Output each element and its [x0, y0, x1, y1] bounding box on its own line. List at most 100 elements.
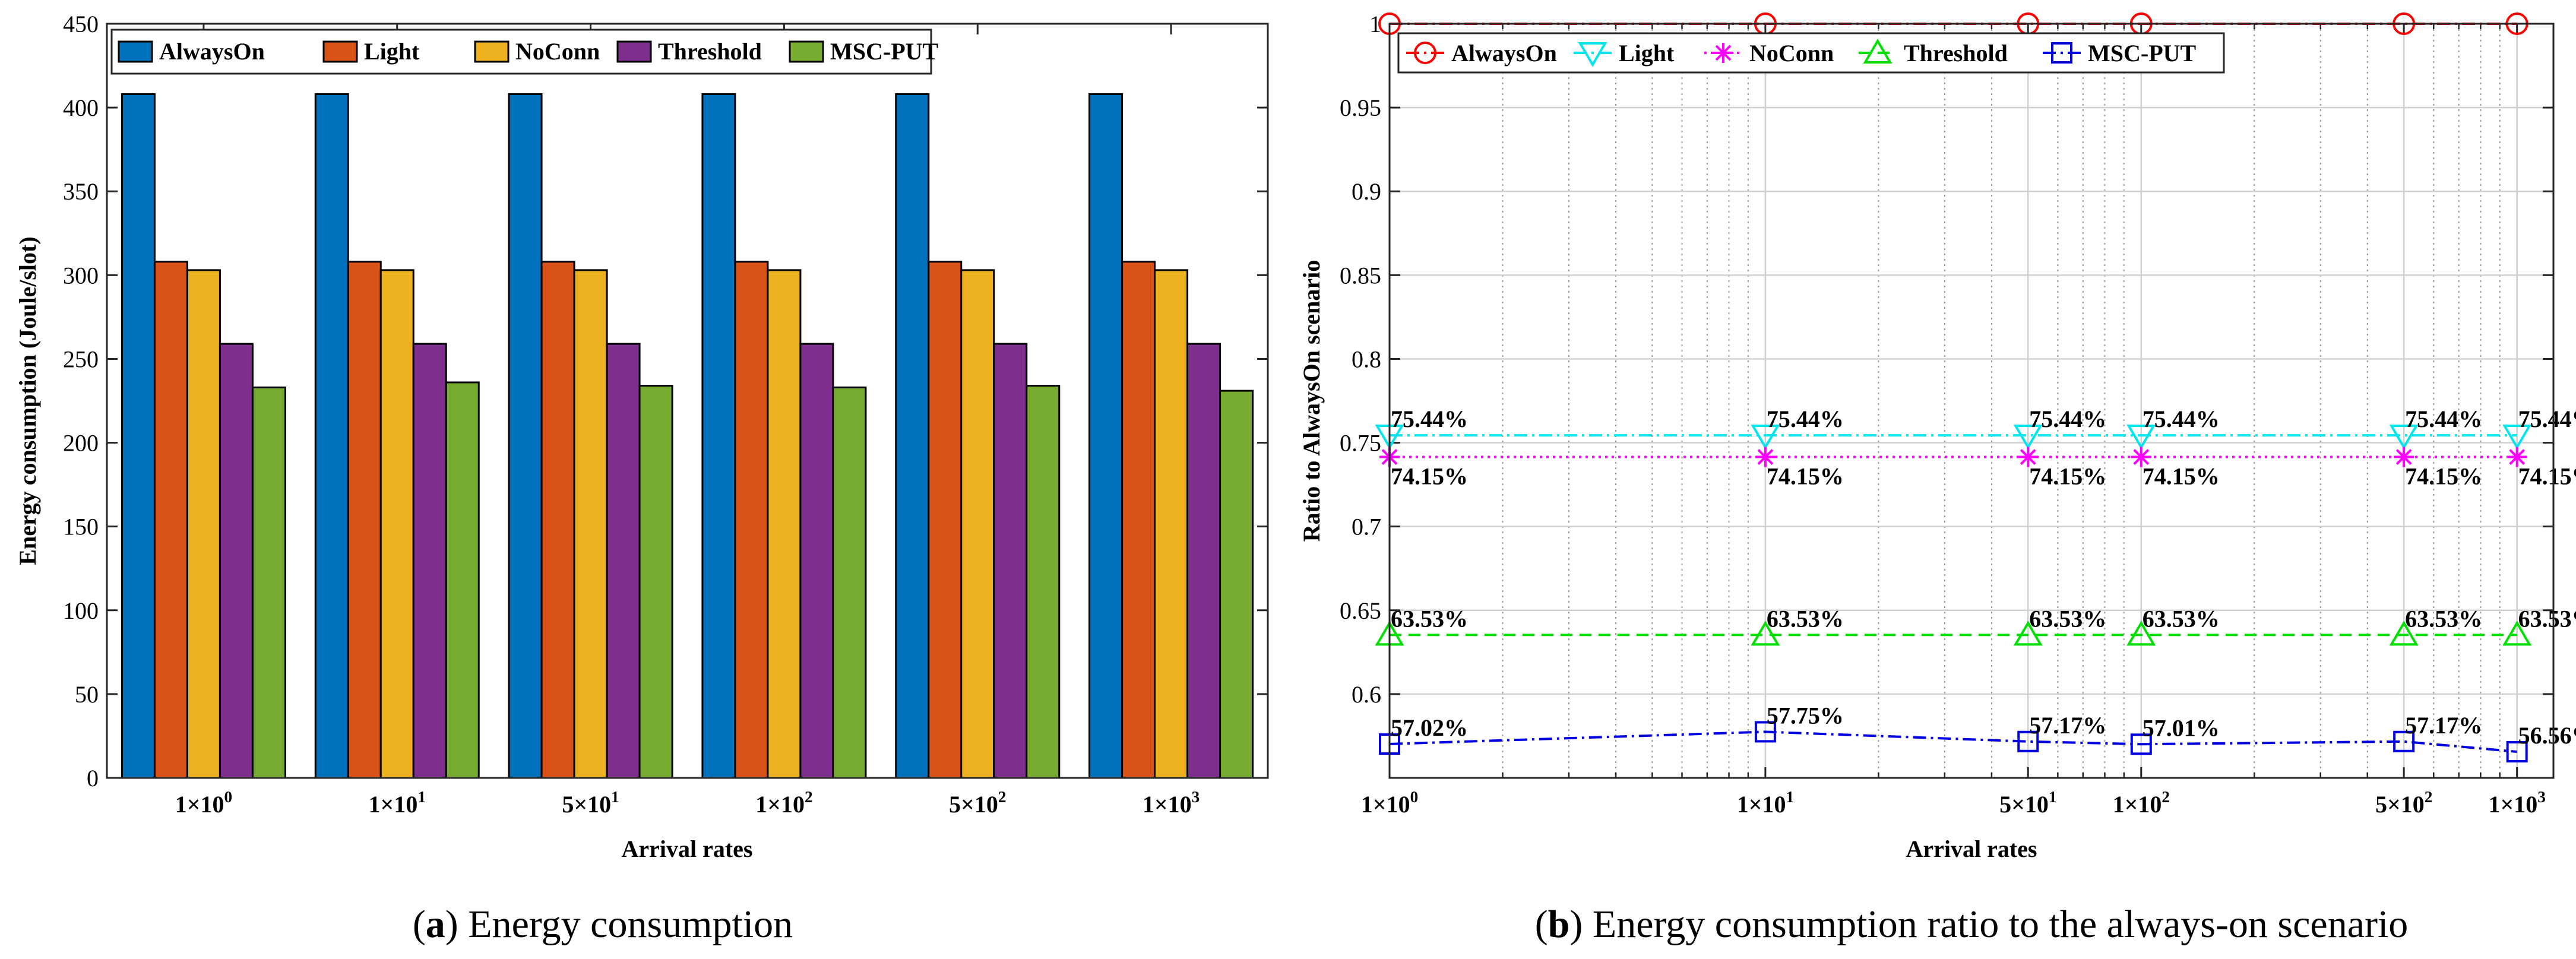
chart-a-x-tick-label-base: 1×10 — [369, 791, 418, 818]
chart-b-y-tick-label: 0.85 — [1340, 262, 1381, 289]
point-noconn-1 — [1755, 447, 1776, 467]
chart-a-caption-text: Energy consumption — [468, 903, 793, 946]
bar-threshold-4 — [993, 343, 1028, 779]
data-label-threshold-2: 63.53% — [2029, 605, 2106, 632]
legend-label-alwayson: AlwaysOn — [1451, 40, 1557, 67]
chart-a-x-tick-label-base: 1×10 — [755, 791, 805, 818]
point-noconn-1-stroke — [1757, 449, 1774, 465]
data-label-noconn-5: 74.15% — [2518, 463, 2576, 490]
chart-b-x-tick-label-exp: 1 — [1786, 788, 1794, 806]
bar-msc-put-1 — [445, 381, 480, 779]
chart-b-x-axis-label: Arrival rates — [1906, 835, 2037, 862]
chart-a-x-tick-label-exp: 2 — [805, 788, 813, 806]
legend-swatch-noconn — [474, 40, 509, 63]
bar-threshold-3 — [799, 343, 834, 779]
chart-b-x-tick-label-exp: 3 — [2537, 788, 2546, 806]
chart-b-y-tick-label: 0.6 — [1352, 681, 1381, 708]
bar-threshold-2 — [606, 343, 641, 779]
legend-swatch-alwayson — [118, 40, 153, 63]
chart-b-y-tick-label: 0.8 — [1352, 346, 1381, 372]
chart-a-legend: AlwaysOn Light NoConn Threshold MSC-PUT — [110, 29, 939, 75]
chart-a-x-tick-label: 5×102 — [949, 788, 1006, 818]
chart-b-y-axis-label: Ratio to AlwaysOn scenario — [1298, 260, 1325, 542]
point-light-4 — [2389, 425, 2419, 450]
chart-b-x-tick-label: 5×101 — [1999, 788, 2056, 818]
chart-a-y-tick-label: 200 — [63, 430, 99, 457]
legend-label-noconn: NoConn — [515, 38, 600, 65]
point-threshold-2 — [2013, 621, 2043, 646]
chart-a-x-tick-label-exp: 2 — [998, 788, 1007, 806]
chart-a-x-tick-label: 1×100 — [175, 788, 232, 818]
chart-b-y-tick-label: 0.9 — [1352, 178, 1381, 205]
legend-label-light: Light — [1619, 40, 1675, 67]
chart-a-x-tick-labels: 1×100 1×101 5×101 1×102 5×102 1×103 — [175, 788, 1200, 818]
bar-noconn-2 — [573, 269, 608, 779]
chart-b-x-tick-label: 5×102 — [2375, 788, 2432, 818]
chart-a-x-tick-label-exp: 1 — [611, 788, 619, 806]
point-threshold-5 — [2502, 621, 2532, 646]
chart-b-x-tick-label: 1×100 — [1361, 788, 1418, 818]
chart-a-y-tick-label: 400 — [63, 94, 99, 121]
data-label-threshold-0: 63.53% — [1391, 605, 1468, 632]
chart-b-x-tick-label-exp: 1 — [2049, 788, 2057, 806]
legend-label-alwayson: AlwaysOn — [159, 38, 265, 65]
legend-label-noconn: NoConn — [1749, 40, 1834, 67]
chart-b-y-tick-label: 1 — [1369, 11, 1381, 37]
legend-label-light: Light — [364, 38, 420, 65]
legend-swatch-msc-put — [789, 40, 824, 63]
bar-light-4 — [928, 261, 963, 779]
chart-b-x-tick-label: 1×102 — [2113, 788, 2170, 818]
bar-light-5 — [1121, 261, 1156, 779]
chart-b-legend-box — [1397, 32, 2225, 74]
data-label-threshold-3: 63.53% — [2143, 605, 2220, 632]
legend-marker-threshold — [1863, 39, 1893, 64]
data-label-msc-put-5: 56.56% — [2518, 722, 2576, 749]
data-label-msc-put-3: 57.01% — [2143, 714, 2220, 741]
chart-b-x-tick-label-exp: 0 — [1410, 788, 1419, 806]
bar-msc-put-0 — [251, 386, 286, 779]
chart-b-legend: AlwaysOn Light NoConn Threshold MSC-PUT — [1397, 32, 2225, 74]
chart-b-x-tick-label-base: 1×10 — [1737, 791, 1786, 818]
chart-b-x-tick-label-base: 5×10 — [2375, 791, 2425, 818]
bar-alwayson-0 — [121, 93, 156, 779]
chart-b-x-tick-label: 1×101 — [1737, 788, 1794, 818]
chart-a-x-tick-label-exp: 0 — [224, 788, 233, 806]
data-label-msc-put-4: 57.17% — [2405, 712, 2482, 739]
point-light-1 — [1751, 425, 1780, 450]
chart-b-x-tick-labels: 1×100 1×101 5×101 1×102 5×102 1×103 — [1361, 788, 2546, 818]
point-msc-put-2 — [2017, 730, 2039, 752]
chart-b-x-tick-label-exp: 2 — [2425, 788, 2433, 806]
bar-noconn-3 — [767, 269, 802, 779]
chart-b-y-tick-label: 0.7 — [1352, 514, 1381, 540]
bar-threshold-5 — [1186, 343, 1221, 779]
bar-threshold-0 — [219, 343, 254, 779]
bar-noconn-1 — [379, 269, 414, 779]
data-label-noconn-3: 74.15% — [2143, 463, 2220, 490]
data-label-threshold-1: 63.53% — [1767, 605, 1844, 632]
data-label-light-0: 75.44% — [1391, 406, 1468, 432]
data-label-msc-put-0: 57.02% — [1391, 714, 1468, 741]
chart-b-x-tick-label-exp: 2 — [2162, 788, 2170, 806]
chart-a-y-tick-label: 100 — [63, 597, 99, 624]
point-threshold-4 — [2389, 621, 2419, 646]
data-label-threshold-5: 63.53% — [2518, 605, 2576, 632]
chart-a-y-tick-label: 450 — [63, 11, 99, 37]
chart-b-y-tick-label: 0.75 — [1340, 430, 1381, 457]
point-threshold-1 — [1751, 621, 1780, 646]
chart-a-y-tick-label: 250 — [63, 346, 99, 372]
point-msc-put-4 — [2393, 730, 2415, 752]
data-label-light-4: 75.44% — [2405, 406, 2482, 432]
chart-b-y-tick-labels: 0.6 0.65 0.7 0.75 0.8 0.85 0.9 0.95 1 — [1340, 11, 1381, 708]
legend-label-threshold: Threshold — [658, 38, 762, 65]
point-light-2 — [2013, 425, 2043, 450]
chart-b-x-tick-label-base: 1×10 — [2488, 791, 2537, 818]
chart-a-x-tick-label: 1×101 — [369, 788, 426, 818]
data-label-noconn-4: 74.15% — [2405, 463, 2482, 490]
bar-alwayson-4 — [895, 93, 930, 779]
legend-marker-noconn — [1713, 43, 1733, 63]
legend-marker-alwayson — [1414, 42, 1436, 64]
point-msc-put-3 — [2130, 733, 2152, 755]
chart-a-x-tick-label-exp: 1 — [417, 788, 426, 806]
